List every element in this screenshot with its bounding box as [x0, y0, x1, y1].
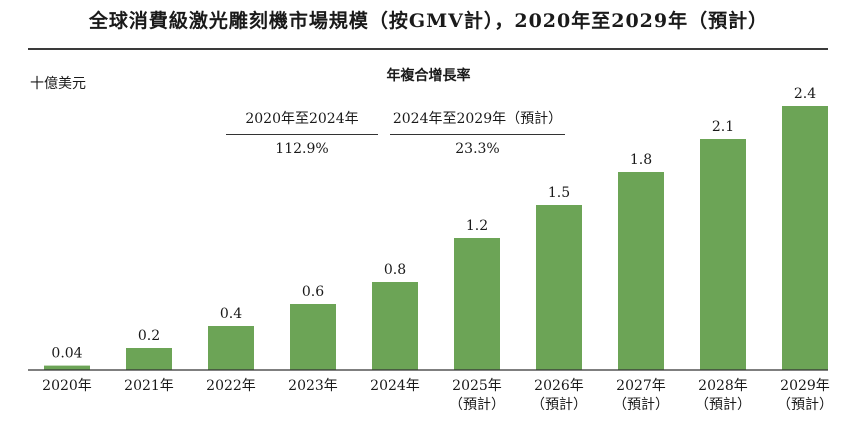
bar [290, 304, 336, 370]
bar-value-label: 1.2 [466, 218, 488, 234]
bar [208, 326, 254, 370]
bar-value-label: 1.5 [548, 185, 570, 201]
bar [536, 205, 582, 370]
x-tick-label: 2021年 [124, 378, 174, 394]
cagr-period-1-value: 112.9% [275, 141, 329, 157]
bar-value-label: 0.6 [302, 284, 324, 300]
bar [372, 282, 418, 370]
bar-value-label: 2.4 [794, 86, 816, 102]
cagr-period-2-value: 23.3% [455, 141, 500, 157]
x-tick-label: 2022年 [206, 378, 256, 394]
x-tick-label: 2020年 [42, 378, 92, 394]
cagr-period-1-label: 2020年至2024年 [226, 108, 378, 135]
x-tick-label: 2025年（預計） [449, 378, 505, 413]
bar [44, 365, 90, 370]
x-tick-label: 2027年（預計） [613, 378, 669, 413]
x-tick-label: 2028年（預計） [695, 378, 751, 413]
x-tick-label: 2029年（預計） [777, 378, 833, 413]
bar [126, 348, 172, 370]
bar-value-label: 0.4 [220, 306, 242, 322]
bar [782, 106, 828, 370]
title-rule [28, 48, 828, 50]
bar [454, 238, 500, 370]
cagr-period-2: 2024年至2029年（預計） 23.3% [390, 108, 565, 157]
bar [700, 139, 746, 370]
x-tick-label: 2026年（預計） [531, 378, 587, 413]
x-tick-label: 2023年 [288, 378, 338, 394]
bar-value-label: 1.8 [630, 152, 652, 168]
cagr-title: 年複合增長率 [386, 68, 471, 84]
bar-value-label: 0.04 [51, 346, 82, 362]
chart-title: 全球消費級激光雕刻機市場規模（按GMV計），2020年至2029年（預計） [88, 10, 769, 32]
bar-value-label: 0.8 [384, 262, 406, 278]
bar-value-label: 0.2 [138, 328, 160, 344]
cagr-period-2-label: 2024年至2029年（預計） [390, 108, 565, 135]
bar-value-label: 2.1 [712, 119, 734, 135]
cagr-period-1: 2020年至2024年 112.9% [226, 108, 378, 157]
bar [618, 172, 664, 370]
unit-label: 十億美元 [30, 76, 86, 92]
x-tick-label: 2024年 [370, 378, 420, 394]
